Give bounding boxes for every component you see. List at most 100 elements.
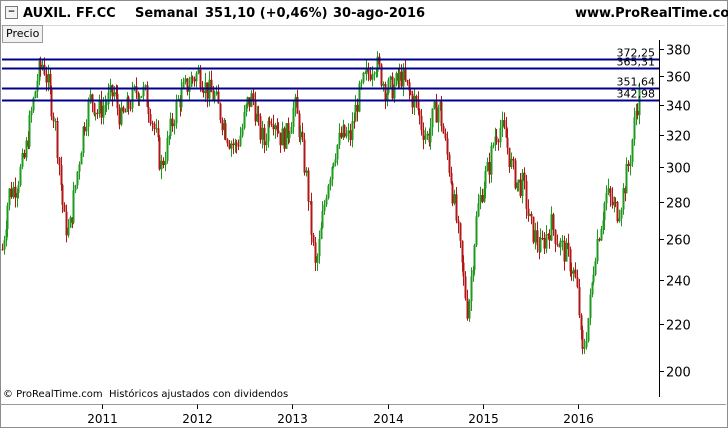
- candle-body: [276, 125, 279, 131]
- candle-body: [547, 234, 550, 236]
- candle-body: [131, 87, 134, 109]
- collapse-icon[interactable]: −: [5, 6, 18, 19]
- candle-body: [39, 61, 42, 69]
- candle-body: [45, 74, 48, 83]
- candle-body: [144, 85, 147, 87]
- candle-body: [481, 195, 484, 202]
- candle-body: [528, 213, 531, 216]
- candle-body: [594, 261, 597, 275]
- candle-body: [149, 114, 152, 124]
- candle-body: [14, 186, 17, 198]
- candle-body: [210, 79, 213, 93]
- candle-body: [25, 140, 28, 158]
- candle-body: [495, 136, 498, 142]
- candle-body: [133, 86, 136, 88]
- candle-body: [69, 217, 72, 228]
- candle-body: [329, 179, 332, 186]
- candle-body: [431, 108, 434, 128]
- candle-body: [543, 237, 546, 249]
- candle-body: [462, 262, 465, 277]
- x-tick-label: 2012: [182, 412, 213, 426]
- footnote: © ProRealTime.com Históricos ajustados c…: [3, 389, 289, 400]
- candle-body: [585, 340, 588, 348]
- candle-body: [622, 188, 625, 210]
- candle-body: [256, 113, 259, 122]
- candle-body: [305, 170, 308, 173]
- candle-body: [581, 329, 584, 349]
- candle-body: [592, 274, 595, 283]
- candle-body: [364, 72, 367, 74]
- candle-body: [38, 61, 41, 81]
- candle-body: [197, 69, 200, 74]
- candle-body: [567, 242, 570, 250]
- candle-body: [578, 286, 581, 316]
- candle-body: [576, 277, 579, 287]
- candle-body: [417, 99, 420, 111]
- candle-body: [140, 96, 143, 98]
- candle-body: [517, 179, 520, 183]
- candle-body: [217, 91, 220, 104]
- candle-body: [336, 144, 339, 160]
- candle-body: [424, 135, 427, 140]
- candle-body: [455, 194, 458, 221]
- candle-body: [32, 97, 35, 111]
- website-label: www.ProRealTime.com: [575, 6, 728, 21]
- candle-body: [580, 315, 583, 330]
- candle-body: [596, 239, 599, 262]
- candle-body: [536, 230, 539, 246]
- candle-body: [104, 105, 107, 107]
- candle-body: [169, 118, 172, 137]
- candle-body: [572, 269, 575, 274]
- candle-body: [554, 229, 557, 244]
- candle-body: [519, 179, 522, 197]
- candle-body: [527, 208, 530, 216]
- candle-body: [541, 237, 544, 239]
- candle-body: [457, 220, 460, 224]
- candle-body: [468, 301, 471, 319]
- candle-body: [19, 166, 22, 186]
- candle-body: [118, 108, 121, 125]
- candle-body: [550, 214, 553, 241]
- candle-body: [631, 139, 634, 163]
- candle-body: [268, 120, 271, 124]
- candle-body: [191, 77, 194, 79]
- candle-body: [418, 110, 421, 116]
- candle-body: [113, 92, 116, 97]
- candle-body: [245, 104, 248, 112]
- x-tick-label: 2013: [277, 412, 308, 426]
- candle-body: [153, 123, 156, 129]
- candle-body: [162, 160, 165, 165]
- candle-body: [54, 120, 57, 122]
- candle-body: [384, 84, 387, 100]
- candle-body: [470, 276, 473, 302]
- candle-body: [367, 68, 370, 75]
- candle-body: [193, 78, 196, 82]
- candle-body: [453, 194, 456, 204]
- symbol-label: AUXIL. FF.CC: [23, 6, 116, 21]
- candle-body: [177, 98, 180, 100]
- candle-body: [351, 121, 354, 141]
- candle-body: [602, 220, 605, 230]
- candle-body: [186, 78, 189, 92]
- candle-body: [248, 97, 251, 107]
- candle-body: [343, 125, 346, 137]
- candle-body: [50, 88, 53, 117]
- price-change-label: 351,10 (+0,46%): [205, 6, 328, 21]
- candle-body: [603, 203, 606, 221]
- candle-body: [325, 198, 328, 205]
- candle-body: [91, 94, 94, 104]
- candle-body: [87, 101, 90, 127]
- candle-body: [400, 71, 403, 87]
- candle-body: [340, 132, 343, 138]
- candle-body: [135, 86, 138, 94]
- candle-body: [402, 69, 405, 87]
- candle-body: [607, 188, 610, 193]
- candle-body: [569, 249, 572, 272]
- candle-body: [173, 123, 176, 127]
- candle-body: [111, 85, 114, 97]
- candle-body: [287, 123, 290, 139]
- candle-body: [58, 157, 61, 166]
- candle-body: [440, 102, 443, 127]
